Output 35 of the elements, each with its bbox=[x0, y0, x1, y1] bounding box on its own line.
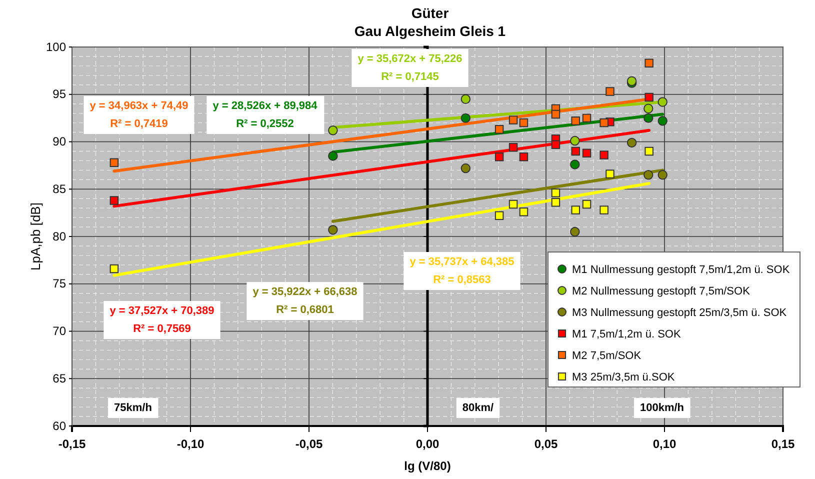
legend-label: M2 Nullmessung gestopft 7,5m/SOK bbox=[572, 286, 751, 298]
x-tick-label: 0,05 bbox=[534, 437, 558, 452]
x-axis-title: lg (V/80) bbox=[404, 459, 451, 473]
y-tick-label: 60 bbox=[52, 418, 66, 433]
x-tick-label: 0,10 bbox=[652, 437, 676, 452]
annotation: y = 35,737x + 64,385 R² = 0,8563 bbox=[410, 256, 514, 286]
annotation: y = 37,527x + 70,389 R² = 0,7569 bbox=[110, 305, 214, 335]
chart-title: Güter bbox=[411, 5, 450, 21]
annotation: y = 35,672x + 75,226 R² = 0,7145 bbox=[358, 53, 462, 83]
x-tick-label: 0,15 bbox=[771, 437, 795, 452]
x-tick-label: -0,10 bbox=[176, 437, 204, 452]
legend-label: M1 7,5m/1,2m ü. SOK bbox=[572, 328, 682, 340]
legend-label: M2 7,5m/SOK bbox=[572, 350, 642, 362]
legend-label: M1 Nullmessung gestopft 7,5m/1,2m ü. SOK bbox=[572, 264, 790, 276]
y-tick-label: 100 bbox=[46, 40, 66, 54]
annotation: 80km/ bbox=[462, 402, 494, 414]
y-tick-label: 70 bbox=[52, 324, 66, 338]
chart-subtitle: Gau Algesheim Gleis 1 bbox=[354, 23, 506, 39]
annotation: 75km/h bbox=[114, 402, 152, 414]
y-axis-title: LpA,pb [dB] bbox=[28, 202, 43, 270]
legend-label: M3 25m/3,5m ü.SOK bbox=[572, 372, 676, 384]
y-tick-label: 95 bbox=[52, 87, 66, 102]
y-tick-label: 90 bbox=[52, 134, 66, 149]
annotation: y = 34,963x + 74,49 R² = 0,7419 bbox=[90, 100, 188, 130]
y-tick-label: 75 bbox=[52, 276, 66, 291]
annotation: 100km/h bbox=[640, 402, 684, 414]
y-tick-label: 65 bbox=[52, 371, 66, 386]
legend-label: M3 Nullmessung gestopft 25m/3,5m ü. SOK bbox=[572, 307, 788, 319]
annotation: y = 28,526x + 89,984 R² = 0,2552 bbox=[212, 100, 318, 130]
y-tick-label: 85 bbox=[52, 182, 66, 196]
y-tick-label: 80 bbox=[52, 229, 66, 244]
annotation: y = 35,922x + 66,638 R² = 0,6801 bbox=[252, 286, 358, 316]
x-tick-label: -0,15 bbox=[58, 437, 86, 452]
x-tick-label: 0,00 bbox=[416, 437, 440, 452]
x-tick-label: -0,05 bbox=[295, 437, 323, 452]
